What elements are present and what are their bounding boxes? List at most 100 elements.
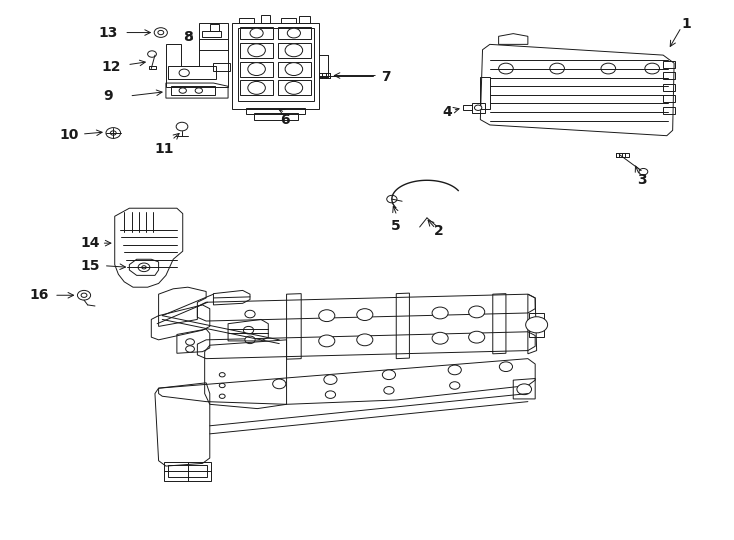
Circle shape [319,335,335,347]
Bar [238,28,313,101]
Bar [663,72,675,79]
Bar [168,66,216,79]
Text: 14: 14 [80,236,100,250]
Text: 1: 1 [681,17,691,31]
Text: 7: 7 [382,70,391,84]
Circle shape [526,317,548,333]
Bar [529,313,544,337]
Circle shape [450,382,460,389]
Circle shape [645,63,659,74]
Circle shape [154,28,167,37]
Text: 5: 5 [391,219,401,233]
Bar [471,103,484,113]
Circle shape [499,362,512,372]
Circle shape [148,51,156,57]
Bar [164,462,211,481]
Circle shape [468,306,484,318]
Circle shape [186,346,195,352]
Circle shape [250,28,264,38]
Bar [203,31,221,37]
Circle shape [248,82,266,94]
Bar [663,84,675,91]
Bar [281,17,296,23]
Circle shape [382,370,396,380]
Circle shape [498,63,513,74]
Bar [663,96,675,103]
Circle shape [219,373,225,377]
Circle shape [110,131,116,135]
Circle shape [245,310,255,318]
Circle shape [158,30,164,35]
Text: 3: 3 [638,173,647,187]
Bar [254,113,297,119]
Circle shape [106,127,120,138]
Circle shape [319,310,335,322]
Bar [277,43,310,58]
Text: 13: 13 [98,25,118,39]
Circle shape [639,168,648,175]
Bar [214,63,230,71]
Bar [239,17,254,23]
Bar [241,27,273,39]
Circle shape [285,44,302,57]
Bar [299,16,310,23]
Circle shape [179,88,186,93]
Text: 8: 8 [183,30,192,44]
Circle shape [179,69,189,77]
Circle shape [550,63,564,74]
Circle shape [601,63,616,74]
Bar [241,43,273,58]
Bar [210,24,219,31]
Text: 11: 11 [154,142,173,156]
Circle shape [285,82,302,94]
Bar [319,73,330,78]
Circle shape [432,307,448,319]
Circle shape [387,195,397,203]
Circle shape [77,291,90,300]
Circle shape [219,383,225,388]
Bar [168,465,207,477]
Circle shape [248,44,266,57]
Circle shape [245,336,255,343]
Bar [149,66,156,69]
Text: 12: 12 [101,60,121,74]
Circle shape [432,332,448,344]
Bar [277,62,310,77]
Circle shape [325,391,335,399]
Bar [463,105,471,111]
Text: 2: 2 [435,224,444,238]
Circle shape [357,309,373,321]
Text: 16: 16 [29,288,48,302]
Circle shape [248,63,266,76]
Bar [277,27,310,39]
Circle shape [219,394,225,399]
Bar [261,15,270,23]
Text: 10: 10 [59,127,79,141]
Circle shape [186,339,195,345]
Circle shape [287,28,300,38]
Bar [663,107,675,114]
Bar [171,86,215,96]
Circle shape [285,63,302,76]
Circle shape [517,384,531,395]
Circle shape [142,266,146,269]
Circle shape [468,331,484,343]
Bar [663,61,675,68]
Bar [241,62,273,77]
Circle shape [448,365,462,375]
Circle shape [384,387,394,394]
Circle shape [195,88,203,93]
Text: 15: 15 [80,259,100,273]
Circle shape [138,263,150,272]
Circle shape [474,105,482,111]
Bar [241,80,273,96]
Circle shape [244,326,254,334]
Circle shape [272,379,286,389]
Bar [616,153,629,157]
Circle shape [176,122,188,131]
Circle shape [357,334,373,346]
Text: 9: 9 [103,89,112,103]
Circle shape [324,375,337,384]
Circle shape [81,293,87,298]
Text: 6: 6 [280,113,290,126]
